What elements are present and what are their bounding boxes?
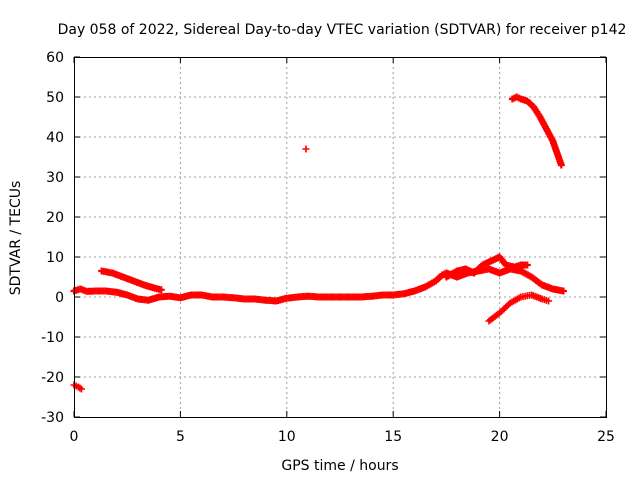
grid (73, 56, 607, 418)
series-early-arc (98, 267, 165, 294)
y-tick-labels: -30 -20 -10 0 10 20 30 40 50 60 (41, 50, 64, 426)
y-tick-label: 0 (55, 290, 64, 306)
y-tick-label: 30 (46, 170, 64, 186)
data-point (545, 297, 553, 305)
data-point (557, 161, 565, 169)
y-tick-label: -10 (41, 330, 64, 346)
y-tick-label: 20 (46, 210, 64, 226)
plot-frame (74, 57, 607, 418)
data-points (70, 93, 567, 393)
y-tick-label: -20 (41, 370, 64, 386)
y-tick-label: -30 (41, 410, 64, 426)
data-point (77, 385, 85, 393)
series-negative-arc (70, 381, 85, 393)
x-tick-label: 25 (597, 429, 615, 445)
chart-title: Day 058 of 2022, Sidereal Day-to-day VTE… (58, 22, 627, 38)
data-point (302, 145, 310, 153)
series-upper-noise (442, 253, 531, 281)
x-tick-label: 10 (278, 429, 296, 445)
series-late-arc (485, 291, 553, 325)
x-tick-label: 20 (491, 429, 509, 445)
x-tick-label: 0 (70, 429, 79, 445)
y-tick-label: 50 (46, 90, 64, 106)
y-tick-label: 10 (46, 250, 64, 266)
series-outlier (302, 145, 310, 153)
data-point (157, 286, 165, 294)
x-tick-label: 15 (384, 429, 402, 445)
series-high-arc (508, 93, 565, 169)
x-axis-label: GPS time / hours (281, 458, 398, 474)
data-point (523, 261, 531, 269)
y-tick-label: 40 (46, 130, 64, 146)
x-tick-label: 5 (176, 429, 185, 445)
x-tick-labels: 0 5 10 15 20 25 (70, 429, 615, 445)
y-axis-label: SDTVAR / TECUs (8, 181, 24, 296)
y-tick-label: 60 (46, 50, 64, 66)
data-point (559, 287, 567, 295)
